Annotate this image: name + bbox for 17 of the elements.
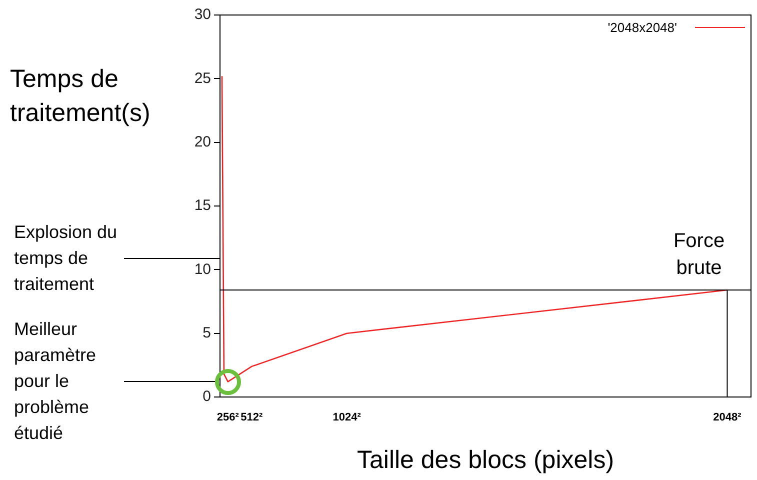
y-tick-label: 15: [194, 197, 211, 214]
y-tick-label: 0: [202, 388, 211, 406]
text: Meilleur paramètre pour le problème étudié: [14, 318, 98, 445]
y-tick-label: 20: [194, 133, 211, 150]
y-tick-label: 10: [194, 260, 211, 278]
y-tick-label: 30: [194, 6, 211, 24]
y-tick-label: 25: [194, 70, 211, 87]
y-axis-title: Temps de traitement(s): [10, 64, 152, 129]
x-tick-label: 2048²: [713, 412, 742, 424]
x-tick-label: 1024²: [332, 412, 362, 424]
text: Explosion du temps de traitement: [14, 221, 118, 296]
x-tick-label: 512²: [240, 412, 264, 424]
y-tick-label: 5: [202, 324, 211, 342]
annotation: Force brute: [672, 229, 726, 282]
x-axis-title: Taille des blocs (pixels): [356, 446, 614, 474]
legend-label: '2048x2048': [608, 20, 677, 35]
x-tick-label: 256²: [216, 412, 240, 424]
